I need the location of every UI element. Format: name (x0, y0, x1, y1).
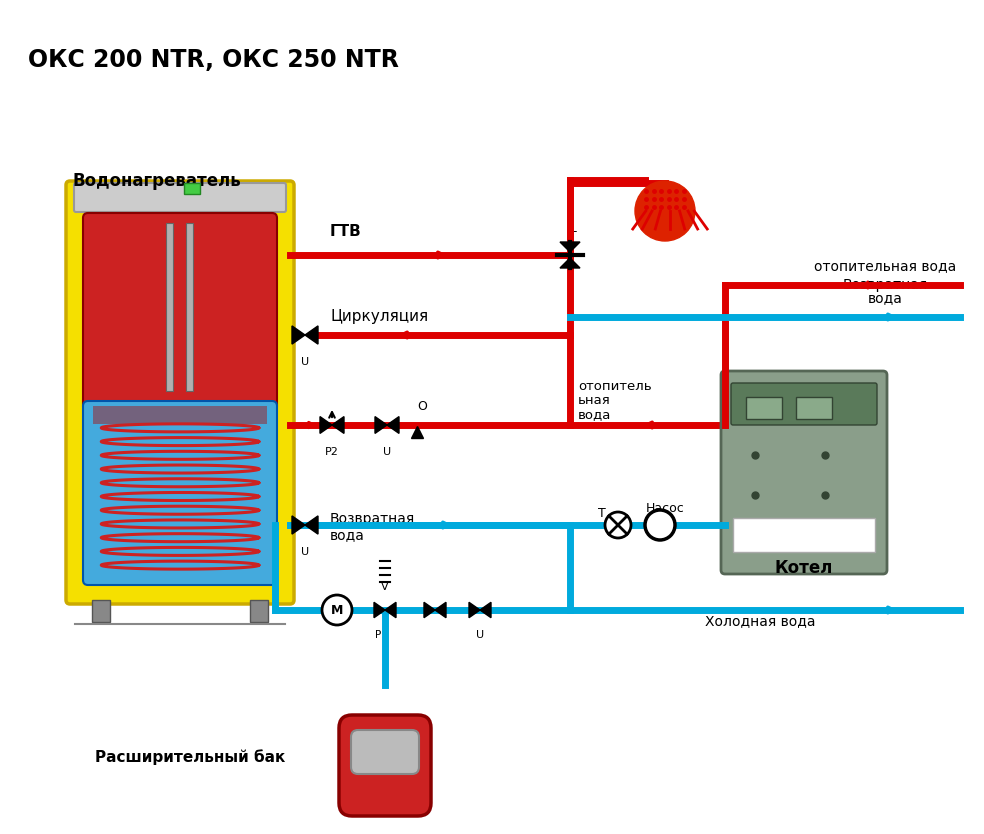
Text: P1: P1 (375, 630, 388, 640)
FancyBboxPatch shape (66, 181, 294, 604)
Polygon shape (292, 516, 305, 534)
FancyBboxPatch shape (339, 715, 431, 816)
Polygon shape (435, 602, 446, 618)
FancyBboxPatch shape (74, 183, 286, 212)
Text: P2: P2 (325, 447, 338, 457)
Text: Водонагреватель: Водонагреватель (72, 172, 241, 190)
FancyBboxPatch shape (83, 213, 277, 411)
Polygon shape (480, 602, 491, 618)
Text: Холодная вода: Холодная вода (705, 614, 816, 628)
FancyBboxPatch shape (731, 383, 877, 425)
Text: ОКС 200 NTR, ОКС 250 NTR: ОКС 200 NTR, ОКС 250 NTR (28, 48, 399, 72)
Bar (92, 600, 110, 622)
Text: Котел: Котел (774, 559, 833, 577)
Bar (746, 397, 782, 419)
Polygon shape (375, 417, 387, 434)
Circle shape (635, 181, 695, 241)
Polygon shape (305, 326, 318, 344)
Polygon shape (305, 516, 318, 534)
Text: U: U (301, 547, 309, 557)
Text: U: U (301, 357, 309, 367)
Text: T: T (598, 507, 606, 520)
Text: U: U (476, 630, 484, 640)
Text: отопительная вода: отопительная вода (814, 259, 956, 273)
Text: O: O (417, 400, 427, 413)
Bar (733, 518, 875, 552)
Bar (796, 397, 832, 419)
Polygon shape (332, 417, 344, 434)
Polygon shape (424, 602, 435, 618)
Text: ГТВ: ГТВ (330, 224, 362, 239)
Polygon shape (560, 242, 580, 252)
Polygon shape (387, 417, 399, 434)
Polygon shape (469, 602, 480, 618)
Text: Расширительный бак: Расширительный бак (95, 749, 285, 765)
FancyBboxPatch shape (721, 371, 887, 574)
Polygon shape (560, 258, 580, 268)
FancyBboxPatch shape (351, 730, 419, 774)
Bar (186, 223, 193, 391)
Text: Возвратная
вода: Возвратная вода (330, 512, 415, 542)
Text: U: U (383, 447, 391, 457)
Text: Возвратная
вода: Возвратная вода (842, 278, 928, 305)
Text: Насос: Насос (646, 502, 685, 515)
Bar (93, 406, 267, 424)
Polygon shape (320, 417, 332, 434)
Polygon shape (374, 602, 385, 618)
Bar (250, 600, 268, 622)
FancyBboxPatch shape (83, 401, 277, 585)
Text: M: M (331, 604, 343, 616)
Polygon shape (292, 326, 305, 344)
Circle shape (322, 595, 352, 625)
Text: отопитель
ьная
вода: отопитель ьная вода (578, 380, 651, 421)
Bar (184, 183, 200, 194)
Bar (166, 223, 173, 391)
Text: Циркуляция: Циркуляция (330, 309, 428, 324)
Circle shape (605, 512, 631, 538)
Circle shape (645, 510, 675, 540)
Polygon shape (385, 602, 396, 618)
Text: V: V (381, 582, 389, 592)
Text: T: T (569, 230, 577, 243)
